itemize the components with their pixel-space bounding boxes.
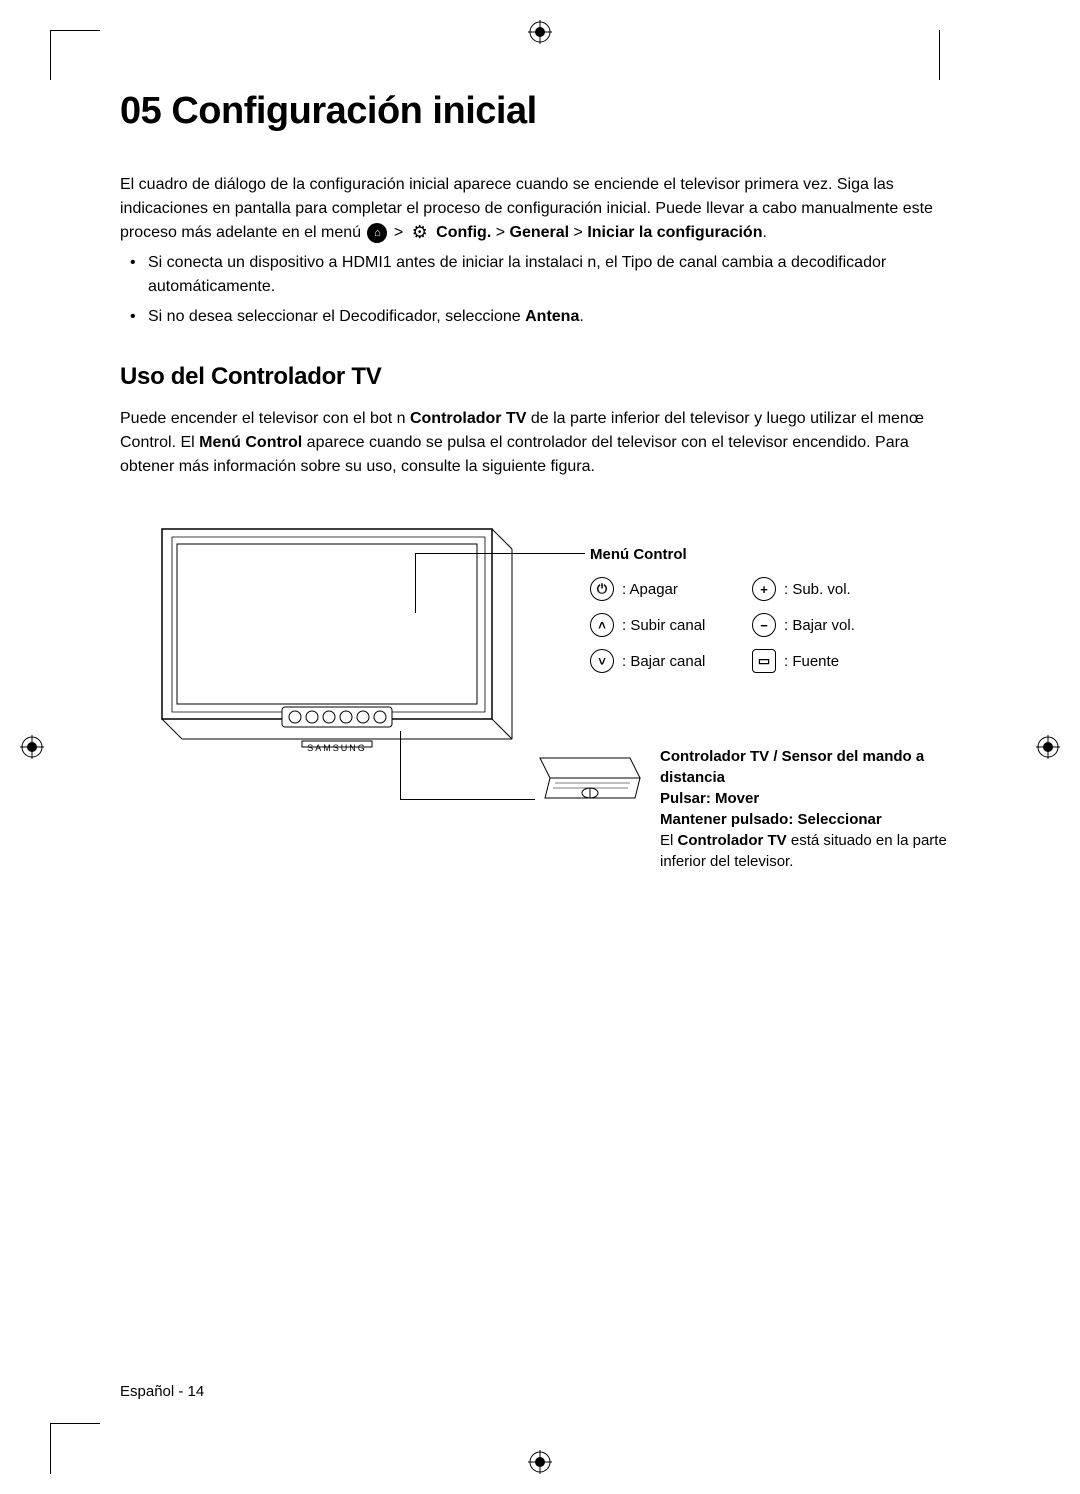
- power-icon: ⏻: [590, 577, 614, 601]
- bullet-item: • Si no desea seleccionar el Decodificad…: [120, 305, 960, 329]
- menu-control-block: Menú Control ⏻ : Apagar + : Sub. vol. ˄ …: [590, 546, 904, 673]
- path-iniciar: Iniciar la configuración: [587, 224, 762, 241]
- label-subvol: : Sub. vol.: [784, 581, 904, 598]
- label-bajar-vol: : Bajar vol.: [784, 617, 904, 634]
- label-fuente: : Fuente: [784, 653, 904, 670]
- registration-mark: [528, 1450, 552, 1474]
- controller-paragraph: Puede encender el televisor con el bot n…: [120, 407, 960, 479]
- menu-control-title: Menú Control: [590, 546, 904, 563]
- sensor-illustration: [535, 753, 645, 813]
- leader-line: [400, 799, 535, 800]
- leader-line: [415, 553, 416, 613]
- bullet-text: Si no desea seleccionar el Decodificador…: [148, 305, 584, 329]
- caption-line3: Mantener pulsado: Seleccionar: [660, 809, 990, 830]
- leader-line: [415, 553, 585, 554]
- subsection-heading: Uso del Controlador TV: [120, 363, 960, 391]
- up-icon: ˄: [590, 613, 614, 637]
- registration-mark: [528, 20, 552, 44]
- menu-control-grid: ⏻ : Apagar + : Sub. vol. ˄ : Subir canal…: [590, 577, 904, 673]
- label-apagar: : Apagar: [622, 581, 752, 598]
- minus-icon: −: [752, 613, 776, 637]
- section-heading: 05 Configuración inicial: [120, 90, 960, 133]
- crop-mark: [50, 1423, 100, 1424]
- svg-text:SAMSUNG: SAMSUNG: [307, 743, 367, 753]
- path-general: General: [510, 224, 570, 241]
- crop-mark: [50, 30, 100, 31]
- bullet-text: Si conecta un dispositivo a HDMI1 antes …: [148, 251, 960, 299]
- intro-paragraph: El cuadro de diálogo de la configuración…: [120, 173, 960, 245]
- plus-icon: +: [752, 577, 776, 601]
- source-icon: ▭: [752, 649, 776, 673]
- bullet-glyph: •: [120, 251, 148, 299]
- bullet-glyph: •: [120, 305, 148, 329]
- registration-mark: [1036, 735, 1060, 759]
- gear-icon: ⚙: [410, 223, 430, 243]
- crop-mark: [50, 30, 51, 80]
- crop-mark: [50, 1424, 51, 1474]
- caption-line2: Pulsar: Mover: [660, 788, 990, 809]
- path-config: Config.: [436, 224, 491, 241]
- caption-line4: El Controlador TV está situado en la par…: [660, 830, 990, 872]
- home-icon: ⌂: [367, 223, 387, 243]
- tv-illustration: SAMSUNG: [152, 519, 552, 769]
- down-icon: ˅: [590, 649, 614, 673]
- tv-diagram: SAMSUNG Menú Control ⏻ : Apagar + : Sub.…: [120, 501, 960, 901]
- page-content: 05 Configuración inicial El cuadro de di…: [120, 90, 960, 1404]
- label-subir-canal: : Subir canal: [622, 617, 752, 634]
- caption-line1: Controlador TV / Sensor del mando a dist…: [660, 746, 990, 788]
- label-bajar-canal: : Bajar canal: [622, 653, 752, 670]
- controller-caption: Controlador TV / Sensor del mando a dist…: [660, 746, 990, 872]
- leader-line: [400, 731, 401, 799]
- page-footer: Español - 14: [120, 1383, 204, 1400]
- registration-mark: [20, 735, 44, 759]
- crop-mark: [939, 30, 940, 80]
- bullet-item: • Si conecta un dispositivo a HDMI1 ante…: [120, 251, 960, 299]
